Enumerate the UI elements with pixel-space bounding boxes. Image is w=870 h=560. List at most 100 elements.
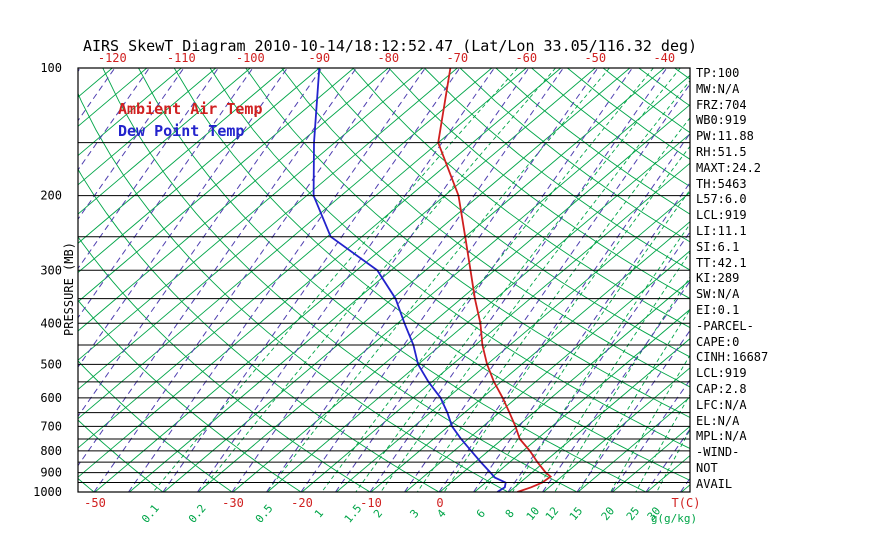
stats-line: FRZ:704 bbox=[696, 97, 747, 112]
top-axis-tick: -40 bbox=[653, 51, 675, 65]
stats-line: MAXT:24.2 bbox=[696, 160, 762, 175]
pressure-tick: 1000 bbox=[33, 485, 62, 499]
isotherm-line bbox=[405, 250, 690, 492]
mixing-ratio-line bbox=[199, 68, 556, 492]
moist-adiabat-line bbox=[853, 68, 870, 492]
bottom-temp-tick: -30 bbox=[222, 496, 244, 510]
legend-air-temp: Ambient Air Temp bbox=[118, 100, 263, 118]
pressure-tick: 800 bbox=[40, 444, 62, 458]
legend-dew-point: Dew Point Temp bbox=[118, 122, 245, 140]
stats-line: CINH:16687 bbox=[696, 350, 769, 365]
moist-adiabat-line bbox=[78, 68, 219, 270]
moist-adiabat-line bbox=[78, 68, 323, 418]
dry-adiabat-line bbox=[424, 68, 690, 271]
isotherm-line bbox=[336, 191, 690, 492]
isotherm-line bbox=[0, 68, 9, 492]
isotherm-line bbox=[370, 221, 690, 492]
stats-line: KI:289 bbox=[696, 271, 740, 286]
stats-line: CAP:2.8 bbox=[696, 381, 747, 396]
moist-adiabat-line bbox=[78, 68, 150, 171]
stats-line: MW:N/A bbox=[696, 81, 740, 96]
mixing-ratio-tick: 6 bbox=[474, 507, 488, 520]
isotherm-line bbox=[78, 68, 217, 186]
stats-line: -WIND- bbox=[696, 445, 740, 460]
stats-line: CAPE:0 bbox=[696, 334, 740, 349]
top-axis-tick: -80 bbox=[377, 51, 399, 65]
top-axis-tick: -120 bbox=[98, 51, 127, 65]
bottom-temp-tick: -50 bbox=[84, 496, 106, 510]
isotherm-line bbox=[94, 68, 596, 492]
top-axis-tick: -90 bbox=[308, 51, 330, 65]
isotherm-line bbox=[78, 68, 251, 215]
dry-adiabat-line bbox=[173, 68, 690, 481]
isotherm-line bbox=[78, 68, 320, 274]
mixing-ratio-tick: 10 bbox=[524, 504, 542, 523]
stats-line: L57:6.0 bbox=[696, 192, 747, 207]
mixing-ratio-tick: 1 bbox=[312, 507, 326, 520]
mixing-ratio-line bbox=[416, 117, 690, 492]
stats-line: TP:100 bbox=[696, 66, 740, 80]
isotherm-line bbox=[267, 133, 690, 492]
stats-line: WB0:919 bbox=[696, 113, 747, 128]
stats-line: NOT bbox=[696, 460, 718, 475]
isotherm-line bbox=[0, 68, 43, 492]
isotherm-line bbox=[163, 68, 665, 492]
moist-adiabat-line bbox=[78, 68, 185, 221]
stats-line: EL:N/A bbox=[696, 413, 740, 428]
isotherm-line bbox=[78, 68, 182, 157]
stats-line: LCL:919 bbox=[696, 366, 747, 381]
isotherm-line bbox=[78, 68, 389, 332]
chart-title: AIRS SkewT Diagram 2010-10-14/18:12:52.4… bbox=[82, 37, 698, 55]
dry-adiabat-line bbox=[459, 68, 690, 243]
isotherm-line bbox=[78, 68, 286, 244]
top-axis-tick: -50 bbox=[584, 51, 606, 65]
isotherm-line bbox=[751, 68, 870, 492]
temp-curve bbox=[437, 68, 553, 492]
isotherm-line bbox=[78, 68, 424, 361]
stats-panel: TP:100 MW:N/A FRZ:704 WB0:919 PW:11.88 RH:51.… bbox=[696, 66, 768, 493]
top-axis-tick: -70 bbox=[446, 51, 468, 65]
mixing-ratio-tick: 25 bbox=[624, 504, 642, 523]
isotherm-line bbox=[78, 68, 493, 420]
pressure-axis-label: PRESSURE (MB) bbox=[62, 242, 76, 336]
mixing-ratio-tick: 0.2 bbox=[186, 502, 209, 526]
moist-adiabat-line bbox=[335, 68, 633, 492]
stats-line: SW:N/A bbox=[696, 287, 740, 302]
moist-adiabat-line bbox=[0, 68, 46, 492]
mixing-ratio-tick: 20 bbox=[599, 504, 617, 523]
isotherm-line bbox=[232, 104, 690, 492]
dry-adiabat-line bbox=[281, 68, 690, 388]
mixing-ratio-tick: 0.5 bbox=[253, 502, 276, 526]
mixing-ratio-tick: 12 bbox=[543, 504, 561, 523]
moist-adiabat-line bbox=[266, 68, 564, 492]
isotherm-line bbox=[577, 396, 690, 492]
isotherm-line bbox=[820, 68, 870, 492]
stats-line: EI:0.1 bbox=[696, 302, 740, 317]
moist-adiabat-line bbox=[93, 68, 392, 492]
stats-line: -PARCEL- bbox=[696, 318, 754, 333]
moist-adiabat-line bbox=[197, 68, 495, 492]
mixing-ratio-tick: 3 bbox=[408, 507, 422, 520]
isotherm-line bbox=[543, 367, 690, 492]
mixing-unit-label: g(g/kg) bbox=[651, 512, 697, 525]
isotherm-line bbox=[301, 162, 690, 492]
pressure-tick: 600 bbox=[40, 391, 62, 405]
mixing-ratio-line bbox=[380, 79, 690, 492]
isotherm-line bbox=[78, 68, 527, 449]
moist-adiabat-line bbox=[404, 83, 690, 492]
moist-adiabat-line bbox=[162, 68, 461, 492]
moist-adiabat-line bbox=[128, 68, 426, 492]
pressure-tick: 700 bbox=[40, 419, 62, 433]
moist-adiabat-line bbox=[819, 68, 870, 492]
moist-adiabat-line bbox=[78, 68, 288, 368]
isotherm-line bbox=[785, 68, 870, 492]
isotherm-line bbox=[439, 279, 690, 492]
stats-line: LFC:N/A bbox=[696, 397, 747, 412]
mixing-ratio-tick: 8 bbox=[503, 507, 517, 520]
stats-line: AVAIL bbox=[696, 476, 733, 491]
bottom-temp-tick: -10 bbox=[360, 496, 382, 510]
temp-unit-label: T(C) bbox=[672, 496, 701, 510]
mixing-ratio-line bbox=[535, 251, 690, 492]
top-axis-tick: -110 bbox=[167, 51, 196, 65]
